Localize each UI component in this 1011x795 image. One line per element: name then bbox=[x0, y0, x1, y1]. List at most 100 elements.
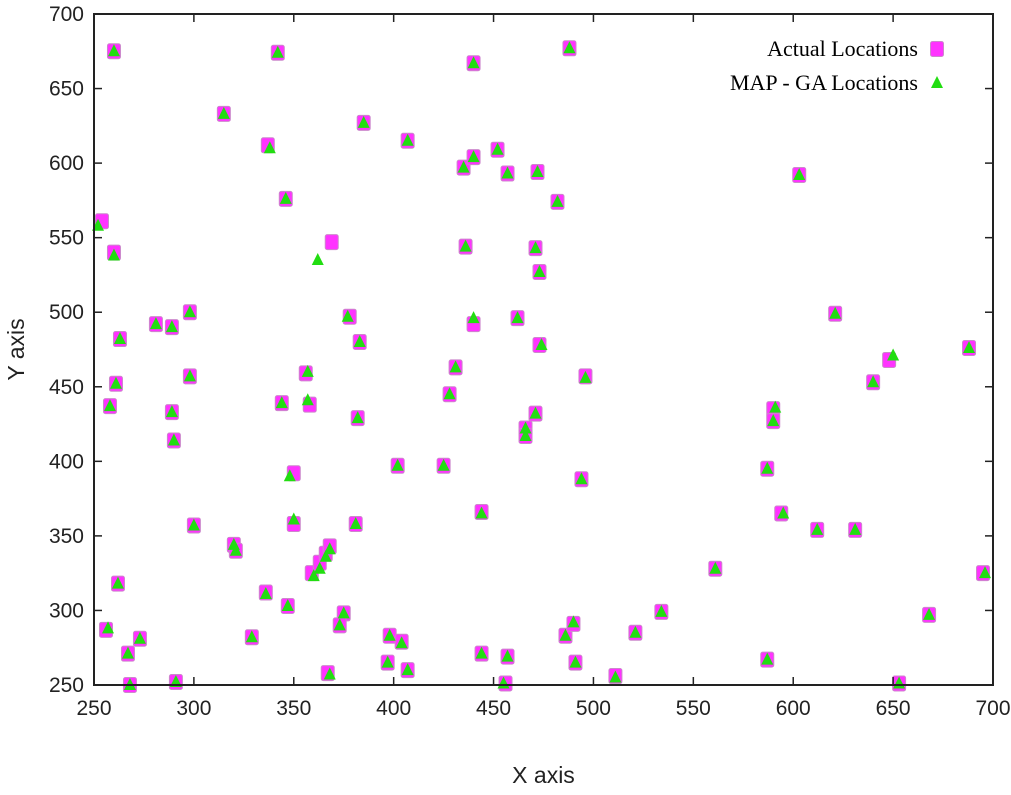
x-tick-label: 250 bbox=[76, 697, 111, 720]
map-ga-location-point bbox=[575, 472, 588, 485]
axis-ticks bbox=[93, 13, 994, 686]
map-ga-location-point bbox=[107, 248, 120, 261]
map-ga-location-point bbox=[401, 663, 414, 676]
actual-location-point bbox=[324, 234, 339, 251]
map-ga-location-point bbox=[133, 631, 146, 644]
map-ga-location-point bbox=[811, 522, 824, 535]
map-ga-location-point bbox=[457, 160, 470, 173]
y-tick-label: 500 bbox=[49, 301, 84, 324]
map-ga-location-point bbox=[149, 317, 162, 330]
map-ga-location-point bbox=[357, 115, 370, 128]
map-ga-location-point bbox=[383, 628, 396, 641]
map-ga-location-point bbox=[101, 621, 114, 634]
map-ga-location-point bbox=[311, 253, 324, 266]
map-ga-location-point bbox=[271, 45, 284, 58]
y-tick-label: 550 bbox=[49, 227, 84, 250]
map-ga-location-point bbox=[655, 604, 668, 617]
tick-labels: 250 300 350 400 450 500 550 600 650 700 250 300 350 4… bbox=[49, 3, 1011, 720]
map-ga-location-point bbox=[167, 433, 180, 446]
map-ga-location-point bbox=[281, 598, 294, 611]
map-ga-location-point bbox=[109, 376, 122, 389]
map-ga-location-point bbox=[443, 387, 456, 400]
map-ga-location-point bbox=[467, 150, 480, 163]
legend-triangle-icon bbox=[931, 76, 943, 88]
x-axis-title: X axis bbox=[512, 762, 575, 788]
map-ga-location-point bbox=[319, 549, 332, 562]
x-tick-label: 700 bbox=[975, 697, 1010, 720]
x-tick-label: 500 bbox=[576, 697, 611, 720]
map-ga-location-point bbox=[923, 607, 936, 620]
map-ga-location-point bbox=[529, 241, 542, 254]
map-ga-location-point bbox=[709, 561, 722, 574]
map-ga-location-point bbox=[183, 305, 196, 318]
x-tick-label: 350 bbox=[276, 697, 311, 720]
map-ga-location-point bbox=[475, 646, 488, 659]
map-ga-location-point bbox=[437, 458, 450, 471]
map-ga-location-point bbox=[769, 400, 782, 413]
map-ga-location-point bbox=[313, 561, 326, 574]
map-ga-location-point bbox=[121, 646, 134, 659]
legend-label: MAP - GA Locations bbox=[730, 70, 918, 95]
map-ga-location-point bbox=[349, 516, 362, 529]
map-ga-location-point bbox=[263, 141, 276, 154]
map-ga-location-point bbox=[793, 168, 806, 181]
map-ga-location-point bbox=[279, 191, 292, 204]
map-ga-location-point bbox=[307, 569, 320, 582]
map-ga-location-point bbox=[567, 615, 580, 628]
map-ga-location-point bbox=[467, 56, 480, 69]
map-ga-location-point bbox=[165, 320, 178, 333]
y-tick-label: 450 bbox=[49, 376, 84, 399]
y-tick-label: 700 bbox=[49, 3, 84, 26]
map-ga-location-point bbox=[323, 542, 336, 555]
x-tick-label: 400 bbox=[376, 697, 411, 720]
map-ga-location-point bbox=[301, 364, 314, 377]
map-ga-location-point bbox=[519, 421, 532, 434]
map-ga-location-point bbox=[333, 618, 346, 631]
map-ga-location-point bbox=[259, 587, 272, 600]
map-ga-location-point bbox=[283, 469, 296, 482]
map-ga-location-point bbox=[511, 311, 524, 324]
map-ga-location-point bbox=[491, 142, 504, 155]
map-ga-location-point bbox=[323, 667, 336, 680]
map-ga-location-point bbox=[391, 458, 404, 471]
map-ga-location-point bbox=[535, 338, 548, 351]
map-ga-location-point bbox=[287, 512, 300, 525]
x-tick-label: 550 bbox=[676, 697, 711, 720]
chart-marks bbox=[91, 40, 992, 693]
plot-frame bbox=[93, 13, 994, 686]
y-tick-label: 250 bbox=[49, 674, 84, 697]
map-ga-location-point bbox=[519, 428, 532, 441]
legend-square-icon bbox=[930, 41, 944, 57]
map-ga-location-point bbox=[559, 628, 572, 641]
map-ga-location-point bbox=[107, 44, 120, 57]
map-ga-location-point bbox=[609, 670, 622, 683]
y-tick-label: 300 bbox=[49, 599, 84, 622]
map-ga-location-point bbox=[579, 370, 592, 383]
map-ga-location-point bbox=[183, 369, 196, 382]
x-tick-label: 650 bbox=[876, 697, 911, 720]
map-ga-location-point bbox=[867, 375, 880, 388]
series-1 bbox=[94, 40, 991, 693]
map-ga-location-point bbox=[113, 332, 126, 345]
map-ga-location-point bbox=[761, 652, 774, 665]
map-ga-location-point bbox=[533, 264, 546, 277]
y-tick-label: 350 bbox=[49, 525, 84, 548]
map-ga-location-point bbox=[449, 360, 462, 373]
map-ga-location-point bbox=[103, 399, 116, 412]
map-ga-location-point bbox=[569, 655, 582, 668]
series-2 bbox=[91, 41, 992, 690]
map-ga-location-point bbox=[217, 106, 230, 119]
map-ga-location-point bbox=[829, 306, 842, 319]
legend: Actual Locations MAP - GA Locations bbox=[730, 36, 944, 95]
map-ga-location-point bbox=[963, 341, 976, 354]
map-ga-location-point bbox=[337, 606, 350, 619]
y-tick-label: 400 bbox=[49, 450, 84, 473]
map-ga-location-point bbox=[245, 630, 258, 643]
map-ga-location-point bbox=[111, 576, 124, 589]
legend-label: Actual Locations bbox=[767, 36, 918, 61]
map-ga-location-point bbox=[165, 405, 178, 418]
x-tick-label: 450 bbox=[476, 697, 511, 720]
map-ga-location-point bbox=[563, 41, 576, 54]
map-ga-location-point bbox=[849, 522, 862, 535]
